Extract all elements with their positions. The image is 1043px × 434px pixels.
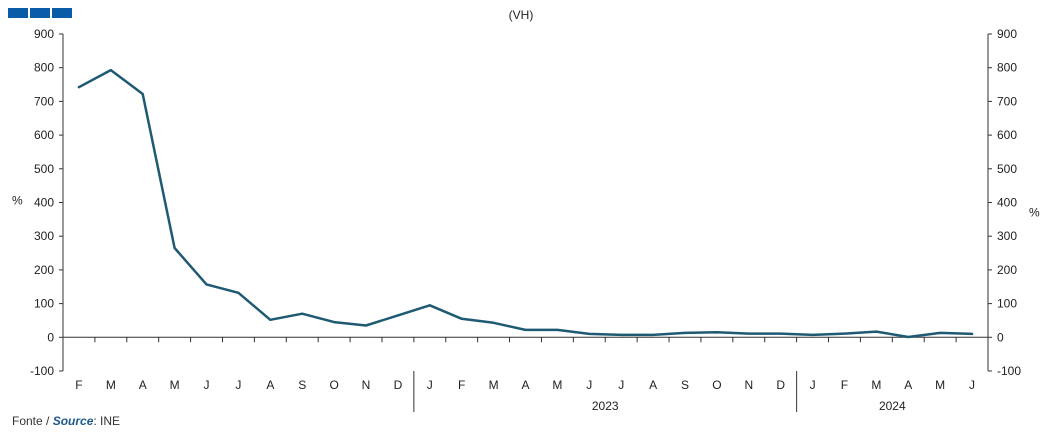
- x-tick-label: M: [170, 378, 180, 392]
- x-tick-label: M: [871, 378, 881, 392]
- source-label: Source: [52, 414, 94, 428]
- x-tick-label: M: [106, 378, 116, 392]
- data-point: [907, 335, 910, 338]
- data-point: [652, 333, 655, 336]
- x-tick-label: N: [744, 378, 753, 392]
- year-label: 2023: [592, 399, 619, 413]
- data-point: [747, 332, 750, 335]
- y-tick-label-right: 700: [997, 94, 1017, 108]
- y-tick-label-left: 500: [34, 162, 54, 176]
- source-separator: /: [42, 414, 53, 428]
- x-tick-label: S: [298, 378, 306, 392]
- data-point: [588, 332, 591, 335]
- data-point: [971, 332, 974, 335]
- y-tick-label-left: 600: [34, 128, 54, 142]
- data-point: [843, 332, 846, 335]
- y-tick-label-left: 0: [47, 330, 54, 344]
- data-point: [460, 317, 463, 320]
- y-tick-label-right: 600: [997, 128, 1017, 142]
- data-point: [109, 69, 112, 72]
- y-tick-label-left: 700: [34, 94, 54, 108]
- data-point: [141, 92, 144, 95]
- x-tick-label: A: [139, 378, 147, 392]
- y-tick-label-right: 900: [997, 27, 1017, 41]
- data-point: [556, 328, 559, 331]
- x-tick-label: M: [489, 378, 499, 392]
- y-tick-label-left: 400: [34, 196, 54, 210]
- data-point: [301, 312, 304, 315]
- series-line: [77, 68, 974, 339]
- data-point: [333, 321, 336, 324]
- x-tick-label: D: [776, 378, 785, 392]
- y-tick-label-right: 300: [997, 229, 1017, 243]
- x-tick-label: J: [810, 378, 816, 392]
- data-point: [396, 314, 399, 317]
- x-tick-label: J: [618, 378, 624, 392]
- data-point: [365, 324, 368, 327]
- x-tick-label: O: [712, 378, 721, 392]
- data-point: [715, 331, 718, 334]
- y-tick-label-left: 800: [34, 61, 54, 75]
- x-tick-label: J: [969, 378, 975, 392]
- y-tick-label-right: 400: [997, 196, 1017, 210]
- data-point: [620, 333, 623, 336]
- x-tick-label: A: [521, 378, 529, 392]
- y-tick-label-right: 500: [997, 162, 1017, 176]
- x-tick-label: A: [649, 378, 657, 392]
- data-point: [77, 86, 80, 89]
- data-point: [269, 318, 272, 321]
- axes: 900 900 800 800 700 700 600 600 500 500 400 400 300 3…: [12, 27, 1040, 413]
- x-tick-label: N: [362, 378, 371, 392]
- x-tick-label: A: [266, 378, 274, 392]
- data-point: [875, 330, 878, 333]
- x-tick-label: A: [904, 378, 912, 392]
- y-tick-label-left: 900: [34, 27, 54, 41]
- logo-bar: [52, 8, 72, 18]
- data-point: [492, 321, 495, 324]
- publisher-logo: [8, 8, 72, 18]
- x-tick-label: O: [329, 378, 338, 392]
- y-tick-label-left: 300: [34, 229, 54, 243]
- y-tick-label-right: 0: [997, 330, 1004, 344]
- data-point: [173, 246, 176, 249]
- x-tick-label: J: [586, 378, 592, 392]
- logo-bar: [30, 8, 50, 18]
- x-tick-label: F: [75, 378, 82, 392]
- y-tick-label-right: 200: [997, 263, 1017, 277]
- year-label: 2024: [879, 399, 906, 413]
- x-tick-label: J: [204, 378, 210, 392]
- y-tick-label-right: 800: [997, 61, 1017, 75]
- y-tick-label-left: -100: [30, 364, 54, 378]
- x-tick-label: M: [552, 378, 562, 392]
- logo-bar: [8, 8, 28, 18]
- data-point: [524, 328, 527, 331]
- x-tick-label: F: [458, 378, 465, 392]
- data-point: [779, 332, 782, 335]
- y-tick-label-left: 200: [34, 263, 54, 277]
- series-layer: [77, 68, 974, 339]
- x-tick-label: S: [681, 378, 689, 392]
- y-tick-label-right: -100: [997, 364, 1021, 378]
- data-point: [205, 283, 208, 286]
- x-tick-label: J: [427, 378, 433, 392]
- x-tick-label: M: [935, 378, 945, 392]
- x-tick-label: D: [394, 378, 403, 392]
- source-prefix: Fonte: [12, 414, 43, 428]
- unit-note: (VH): [509, 8, 534, 22]
- data-point: [683, 331, 686, 334]
- y-tick-label-left: 100: [34, 297, 54, 311]
- data-point: [428, 304, 431, 307]
- y-axis-label-left: %: [12, 194, 23, 208]
- source-suffix: : INE: [93, 414, 121, 428]
- data-point: [939, 331, 942, 334]
- data-point: [811, 333, 814, 336]
- y-tick-label-right: 100: [997, 297, 1017, 311]
- x-tick-label: F: [841, 378, 848, 392]
- data-point: [237, 291, 240, 294]
- y-axis-label-right: %: [1029, 206, 1040, 220]
- source-note: Fonte / Source: INE: [12, 414, 120, 428]
- x-tick-label: J: [235, 378, 241, 392]
